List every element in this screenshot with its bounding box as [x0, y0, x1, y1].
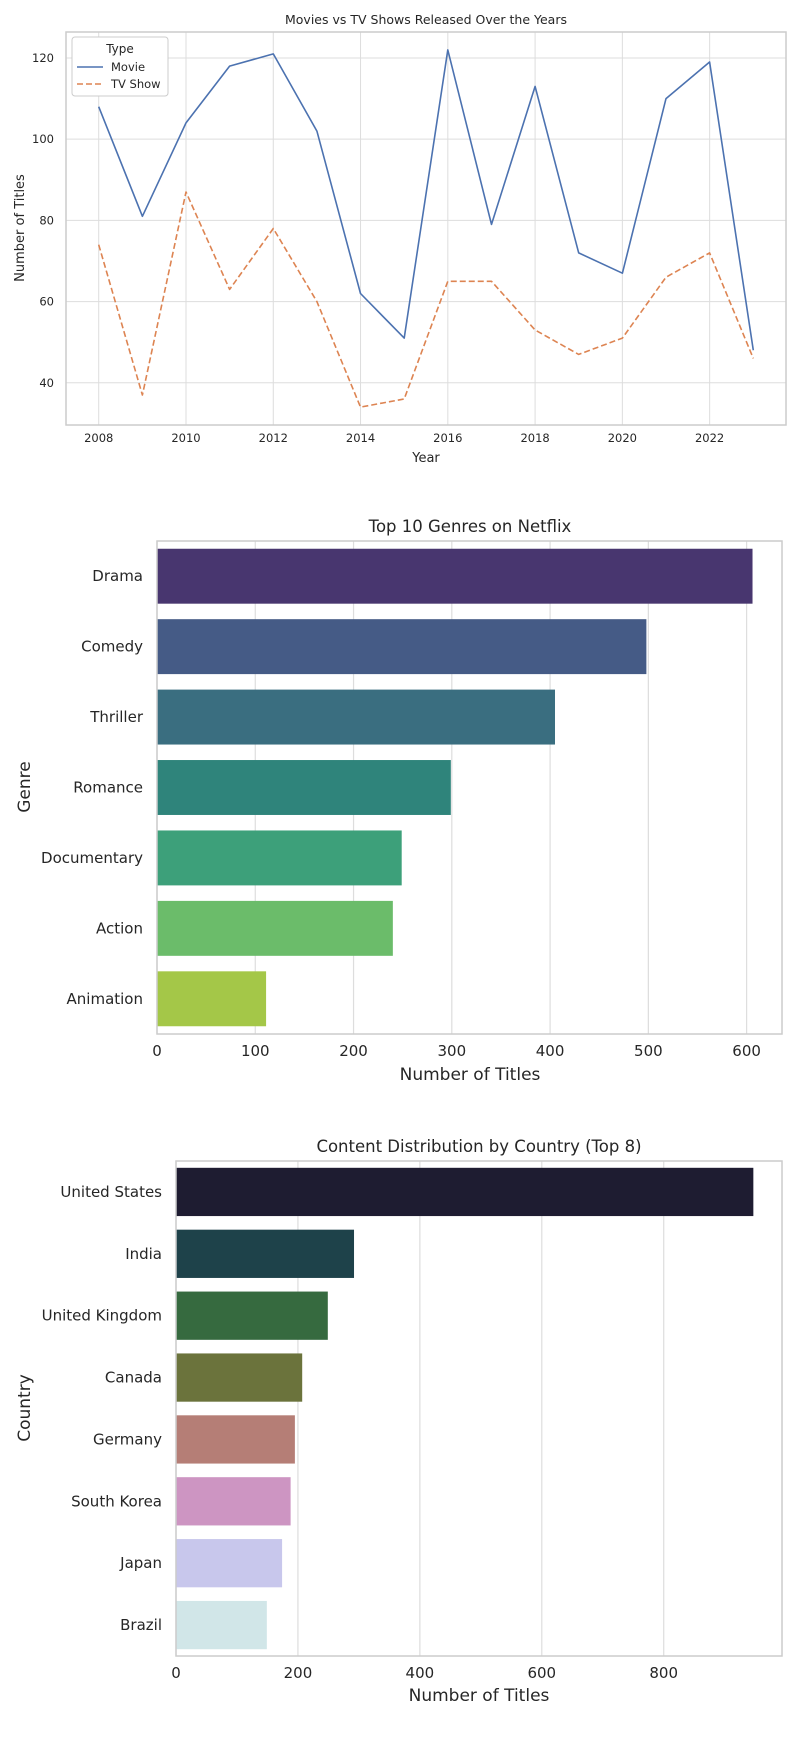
- y-tick-label: 100: [32, 132, 54, 146]
- category-label-united-kingdom: United Kingdom: [42, 1307, 162, 1325]
- genre-chart-title: Top 10 Genres on Netflix: [368, 517, 572, 536]
- legend-label-movie: Movie: [111, 60, 145, 74]
- category-label-animation: Animation: [67, 990, 143, 1008]
- category-label-documentary: Documentary: [41, 849, 143, 867]
- x-tick-label: 200: [339, 1042, 368, 1060]
- y-tick-label: 120: [32, 51, 54, 65]
- bar-thriller: [157, 689, 555, 745]
- bar-united-kingdom: [176, 1291, 328, 1340]
- genre-chart-y-axis-label: Genre: [15, 761, 35, 812]
- line-chart-gridlines: [66, 32, 786, 425]
- category-label-united-states: United States: [60, 1183, 162, 1201]
- line-chart-y-axis-label: Number of Titles: [13, 174, 28, 282]
- y-tick-label: 80: [39, 213, 54, 227]
- x-tick-label: 600: [732, 1042, 761, 1060]
- x-tick-label: 0: [171, 1664, 181, 1682]
- series-line-movie: [97, 49, 755, 351]
- x-tick-label: 100: [241, 1042, 270, 1060]
- bar-japan: [176, 1539, 283, 1588]
- country-chart-category-labels: United States India United Kingdom Canada Ge…: [42, 1183, 163, 1634]
- line-chart-x-axis-label: Year: [411, 451, 440, 466]
- y-tick-label: 60: [39, 295, 54, 309]
- x-tick-label: 300: [437, 1042, 466, 1060]
- x-tick-label: 2014: [346, 431, 375, 445]
- x-tick-label: 2022: [695, 431, 724, 445]
- category-label-germany: Germany: [93, 1430, 162, 1448]
- bar-germany: [176, 1415, 295, 1464]
- x-tick-label: 500: [634, 1042, 663, 1060]
- genre-chart-frame: [156, 540, 783, 1035]
- legend-title: Type: [105, 42, 134, 56]
- category-label-thriller: Thriller: [89, 708, 144, 726]
- genre-chart-category-labels: Drama Comedy Thriller Romance Documentary Act…: [41, 567, 144, 1008]
- category-label-south-korea: South Korea: [71, 1492, 162, 1510]
- bar-documentary: [157, 830, 402, 886]
- country-chart-x-axis-label: Number of Titles: [409, 1686, 550, 1706]
- legend-box: [71, 36, 169, 97]
- category-label-action: Action: [96, 919, 143, 937]
- bar-united-states: [176, 1167, 754, 1217]
- category-label-romance: Romance: [73, 779, 143, 797]
- genre-chart-x-ticks: 0 100 200 300 400 500 600: [152, 1042, 761, 1060]
- line-chart-y-ticks: 40 60 80 100 120: [32, 51, 54, 390]
- bar-south-korea: [176, 1477, 291, 1526]
- category-label-brazil: Brazil: [120, 1616, 162, 1634]
- x-tick-label: 2012: [259, 431, 288, 445]
- x-tick-label: 0: [152, 1042, 162, 1060]
- x-tick-label: 400: [536, 1042, 565, 1060]
- x-tick-label: 2020: [608, 431, 637, 445]
- country-bar-chart: Content Distribution by Country (Top 8) …: [15, 1137, 783, 1706]
- category-label-canada: Canada: [105, 1369, 162, 1387]
- legend-label-tv-show: TV Show: [110, 77, 161, 91]
- bar-brazil: [176, 1600, 267, 1650]
- genre-chart-bars: [157, 548, 753, 1027]
- y-tick-label: 40: [39, 376, 54, 390]
- country-chart-x-ticks: 0 200 400 600 800: [171, 1664, 678, 1682]
- line-chart-x-ticks: 2008 2010 2012 2014 2016 2018 2020 2022: [84, 431, 724, 445]
- genre-chart-x-axis-label: Number of Titles: [400, 1065, 541, 1085]
- bar-comedy: [157, 619, 647, 675]
- line-chart-legend: Type Movie TV Show: [71, 36, 169, 97]
- series-line-tv-show: [97, 191, 755, 408]
- x-tick-label: 800: [649, 1664, 678, 1682]
- bar-romance: [157, 760, 451, 815]
- bar-drama: [157, 548, 753, 604]
- line-chart-frame: [65, 31, 787, 426]
- x-tick-label: 400: [406, 1664, 435, 1682]
- country-chart-frame: [175, 1160, 783, 1657]
- line-chart-series: [97, 49, 755, 408]
- category-label-japan: Japan: [119, 1554, 162, 1572]
- category-label-drama: Drama: [92, 567, 143, 585]
- x-tick-label: 2008: [84, 431, 113, 445]
- x-tick-label: 2018: [520, 431, 549, 445]
- bar-india: [176, 1229, 355, 1278]
- bar-action: [157, 900, 393, 956]
- bar-canada: [176, 1353, 303, 1402]
- line-chart-title: Movies vs TV Shows Released Over the Yea…: [285, 12, 567, 27]
- x-tick-label: 2010: [171, 431, 200, 445]
- country-chart-title: Content Distribution by Country (Top 8): [316, 1137, 641, 1156]
- line-chart: Movies vs TV Shows Released Over the Yea…: [13, 12, 787, 466]
- x-tick-label: 200: [284, 1664, 313, 1682]
- x-tick-label: 2016: [433, 431, 462, 445]
- bar-animation: [157, 971, 267, 1027]
- genre-bar-chart: Top 10 Genres on Netflix 0 100 200 300 400 50…: [15, 517, 783, 1085]
- country-chart-y-axis-label: Country: [15, 1374, 35, 1442]
- country-chart-bars: [176, 1167, 754, 1650]
- category-label-comedy: Comedy: [81, 638, 143, 656]
- x-tick-label: 600: [527, 1664, 556, 1682]
- category-label-india: India: [125, 1245, 162, 1263]
